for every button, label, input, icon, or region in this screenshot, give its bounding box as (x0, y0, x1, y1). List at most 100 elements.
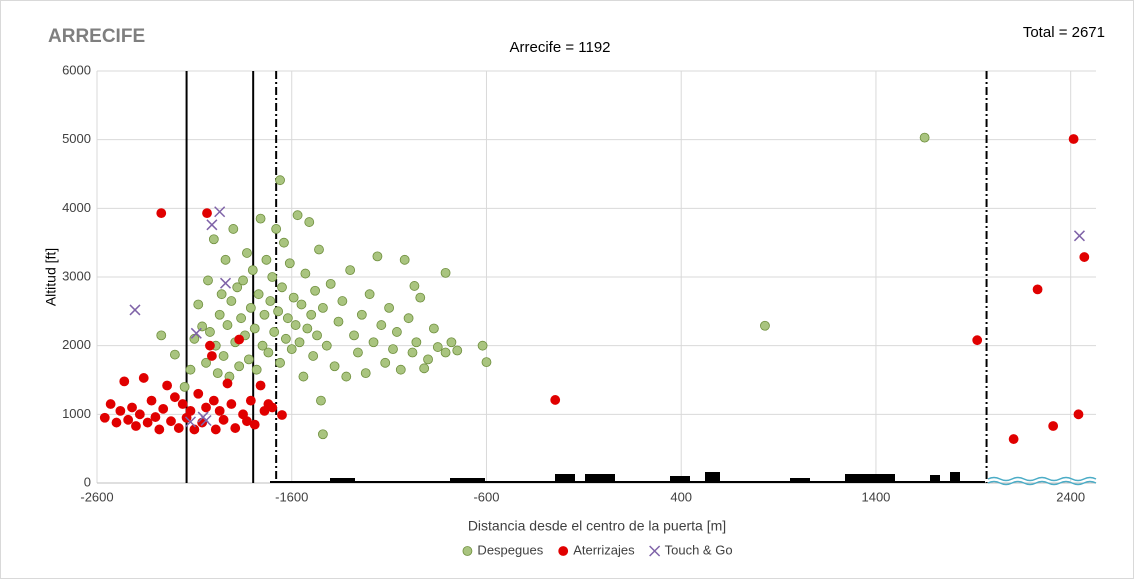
scatter-point (345, 265, 356, 276)
series (99, 134, 1090, 444)
y-tick-label: 5000 (62, 131, 91, 146)
grid: 0 1000 2000 3000 4000 5000 6000 -2600 -1600 -600 4… (62, 62, 1096, 504)
y-tick-label: 4000 (62, 200, 91, 215)
scatter-point (337, 296, 348, 306)
scatter-point (360, 368, 371, 379)
scatter-point (286, 344, 297, 355)
scatter-point (481, 357, 492, 368)
y-axis-label: Altitud [ft] (43, 248, 59, 306)
y-tick-label: 6000 (62, 62, 91, 77)
scatter-point (558, 546, 569, 556)
scatter-point (201, 402, 211, 413)
scatter-point (138, 373, 149, 383)
scatter-point (1068, 134, 1079, 144)
scatter-point (127, 402, 137, 413)
touch-go-point (200, 414, 212, 427)
scatter-point (275, 175, 285, 186)
scatter-point (158, 403, 169, 414)
y-tick-label: 2000 (62, 337, 91, 352)
scatter-point (249, 323, 260, 334)
scatter-point (292, 210, 303, 221)
scatter-point (218, 351, 229, 361)
scatter-point (308, 351, 319, 361)
series (129, 206, 1085, 428)
x-tick-label: -1600 (275, 489, 308, 504)
scatter-point (329, 361, 340, 372)
scatter-point (356, 309, 367, 320)
scatter-point (403, 313, 414, 324)
x-tick-label: -2600 (80, 489, 113, 504)
scatter-point (105, 399, 116, 409)
scatter-point (372, 251, 383, 262)
scatter-point (265, 296, 276, 306)
touch-go-point (649, 545, 661, 557)
scatter-point (341, 371, 352, 382)
scatter-point (212, 368, 223, 379)
scatter-point (428, 323, 439, 334)
scatter-point (230, 423, 241, 433)
scatter-point (273, 306, 284, 317)
scatter-point (280, 333, 291, 344)
scatter-point (298, 371, 309, 382)
scatter-point (446, 337, 457, 348)
scatter-point (302, 323, 313, 334)
scatter-point (409, 281, 420, 291)
scatter-point (123, 414, 134, 425)
x-tick-label: 1400 (861, 489, 890, 504)
scatter-point (317, 429, 328, 440)
scatter-point (185, 405, 196, 416)
scatter-point (423, 354, 433, 365)
scatter-point (919, 132, 930, 143)
scatter-point (179, 381, 190, 392)
scatter-point (391, 327, 402, 337)
scatter-point (314, 244, 324, 255)
scatter-point (222, 378, 233, 389)
scatter-point (440, 267, 451, 278)
legend-label: Despegues (477, 542, 543, 557)
scatter-point (177, 399, 188, 409)
scatter-point (255, 380, 266, 391)
x-tick-label: 400 (670, 489, 692, 504)
scatter-point (216, 289, 227, 300)
scatter-point (380, 357, 391, 368)
scatter-point (119, 376, 130, 387)
touch-go-point (129, 304, 141, 316)
scatter-point (296, 299, 307, 310)
plot-area (99, 132, 1090, 444)
scatter-point (477, 340, 488, 351)
scatter-point (154, 424, 165, 435)
scatter-point (395, 364, 406, 375)
touch-go-point (219, 277, 232, 289)
scatter-point (411, 337, 422, 348)
scatter-point (131, 421, 141, 431)
scatter-point (142, 417, 153, 428)
scatter-point (205, 340, 215, 351)
x-tick-label: 2400 (1056, 489, 1085, 504)
scatter-point (232, 282, 243, 293)
scatter-point (312, 330, 322, 341)
total-label: Total = 2671 (1023, 24, 1105, 41)
scatter-point (279, 237, 289, 248)
scatter-point (288, 292, 299, 303)
scatter-point (267, 402, 278, 413)
scatter-point (415, 292, 426, 303)
scatter-point (271, 224, 282, 234)
legend-item: Touch & Go (649, 542, 733, 557)
scatter-point (203, 275, 213, 286)
legend-label: Touch & Go (665, 542, 733, 557)
scatter-point (255, 213, 266, 224)
scatter-point (146, 395, 157, 406)
scatter-point (321, 340, 332, 351)
scatter-point (550, 395, 561, 405)
legend-item: Despegues (462, 542, 544, 557)
corner-label: ARRECIFE (48, 26, 145, 47)
scatter-point (234, 334, 245, 345)
scatter-point (156, 330, 167, 341)
scatter-point (242, 248, 252, 258)
scatter-point (1079, 252, 1090, 262)
scatter-point (210, 424, 221, 435)
scatter-point (972, 335, 983, 346)
scatter-point (325, 278, 336, 289)
